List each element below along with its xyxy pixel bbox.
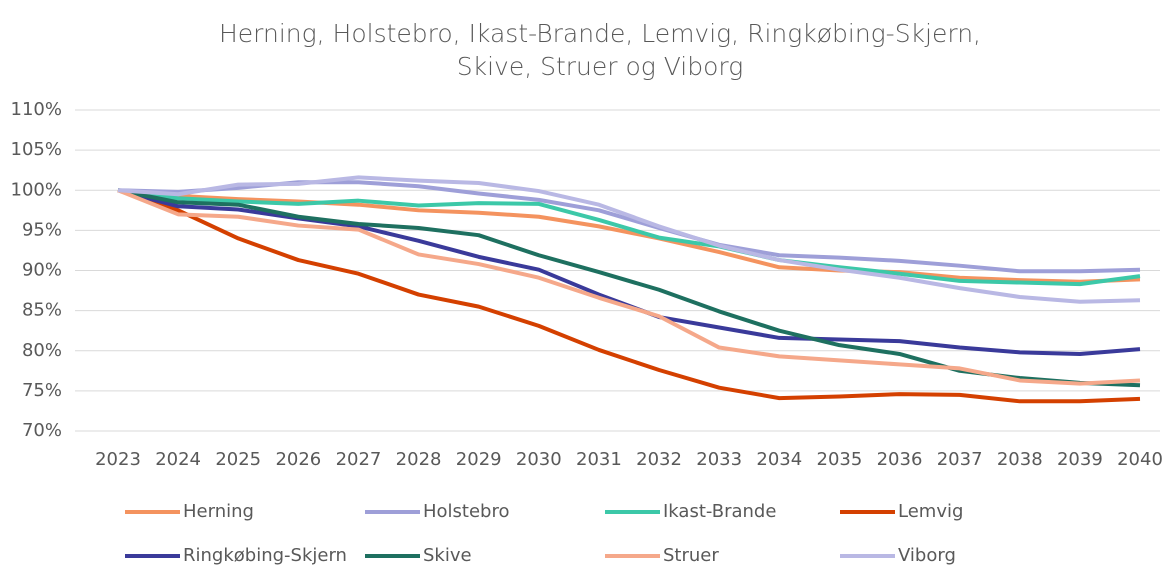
y-tick-label: 85%: [22, 300, 62, 321]
y-tick-label: 70%: [22, 420, 62, 441]
legend-label: Skive: [423, 545, 472, 566]
y-tick-label: 105%: [11, 139, 62, 160]
x-tick-label: 2030: [516, 449, 562, 470]
x-tick-label: 2040: [1117, 449, 1163, 470]
y-tick-label: 110%: [11, 99, 62, 120]
y-tick-label: 90%: [22, 260, 62, 281]
x-tick-label: 2037: [937, 449, 983, 470]
x-tick-label: 2031: [576, 449, 622, 470]
x-tick-label: 2034: [756, 449, 802, 470]
x-tick-label: 2039: [1057, 449, 1103, 470]
x-tick-label: 2029: [456, 449, 502, 470]
series-line: [117, 188, 1141, 404]
x-tick-label: 2024: [155, 449, 201, 470]
legend-label: Viborg: [898, 545, 956, 566]
series-line: [117, 188, 1141, 287]
legend-label: Herning: [183, 501, 254, 522]
x-tick-label: 2032: [636, 449, 682, 470]
legend-label: Lemvig: [898, 501, 963, 522]
x-tick-label: 2025: [215, 449, 261, 470]
series-line: [117, 188, 1141, 386]
legend-label: Ikast-Brande: [663, 501, 776, 522]
legend-label: Ringkøbing-Skjern: [183, 545, 347, 566]
y-tick-label: 95%: [22, 219, 62, 240]
x-tick-label: 2023: [95, 449, 141, 470]
x-tick-label: 2038: [997, 449, 1043, 470]
y-tick-label: 75%: [22, 380, 62, 401]
x-tick-label: 2036: [877, 449, 923, 470]
x-tick-label: 2027: [336, 449, 382, 470]
legend-label: Struer: [663, 545, 719, 566]
y-tick-label: 100%: [11, 179, 62, 200]
x-tick-label: 2028: [396, 449, 442, 470]
x-tick-label: 2035: [817, 449, 863, 470]
chart-title: Herning, Holstebro, Ikast-Brande, Lemvig…: [219, 19, 981, 48]
chart-title: Skive, Struer og Viborg: [457, 52, 744, 81]
x-tick-label: 2026: [275, 449, 321, 470]
legend-label: Holstebro: [423, 501, 510, 522]
x-tick-label: 2033: [696, 449, 742, 470]
series-line: [117, 188, 1141, 284]
series-line: [117, 175, 1141, 304]
y-tick-label: 80%: [22, 340, 62, 361]
